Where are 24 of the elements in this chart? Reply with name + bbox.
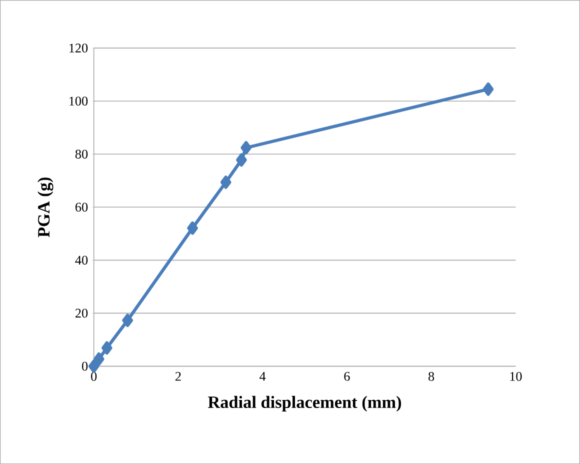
- x-tick-label: 10: [510, 372, 522, 381]
- x-tick-label: 8: [428, 372, 434, 381]
- x-axis-title: Radial displacement (mm): [208, 396, 402, 412]
- y-tick-label: 20: [75, 308, 88, 318]
- x-tick-label: 2: [175, 372, 181, 381]
- x-tick-label: 0: [91, 372, 97, 381]
- point: [482, 82, 494, 96]
- y-tick-label: 40: [75, 256, 88, 265]
- point: [240, 141, 252, 154]
- x-tick-label: 4: [260, 372, 266, 381]
- point: [93, 352, 104, 366]
- x-tick-label: 6: [344, 372, 350, 381]
- point: [88, 359, 100, 373]
- point: [101, 341, 112, 355]
- point: [187, 221, 198, 235]
- point: [236, 153, 247, 167]
- y-tick-label: 60: [75, 202, 88, 212]
- y-tick-label: 100: [70, 96, 88, 106]
- y-tick-label: 0: [82, 362, 88, 371]
- point: [122, 314, 133, 327]
- y-tick-label: 80: [75, 150, 88, 159]
- point: [220, 176, 232, 189]
- y-tick-label: 120: [70, 44, 88, 52]
- y-axis-title: PGA (g): [38, 178, 54, 238]
